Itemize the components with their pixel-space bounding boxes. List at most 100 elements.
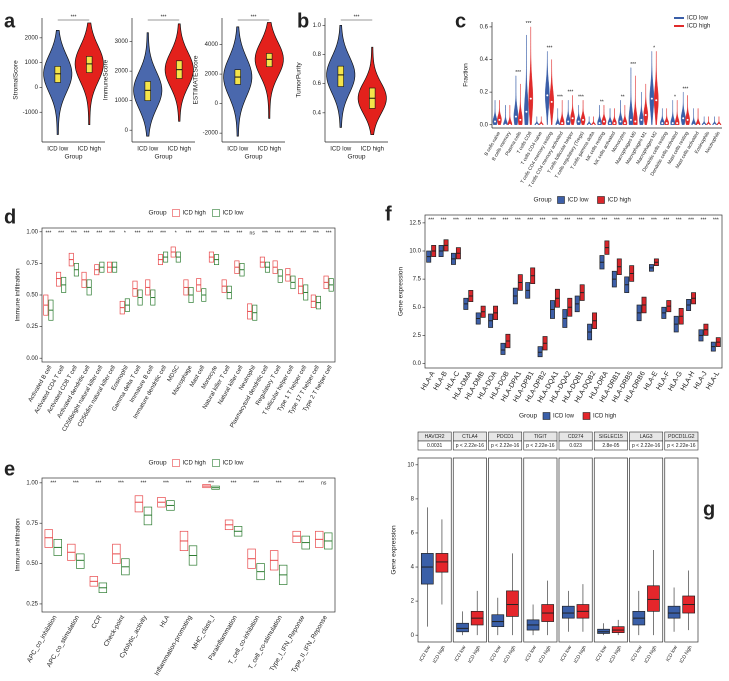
violin xyxy=(254,22,284,119)
violin xyxy=(691,108,696,125)
sig-label: *** xyxy=(626,217,632,223)
violin xyxy=(545,51,550,125)
y-tick-label: 0.50 xyxy=(26,561,38,567)
x-tick-label: ICD high xyxy=(78,147,101,153)
facet-border xyxy=(664,457,699,643)
x-tick-label: HLA xyxy=(159,614,172,629)
sig-label: * xyxy=(653,46,655,52)
facet-title: PDCD1 xyxy=(497,434,514,440)
median-dot xyxy=(498,118,501,121)
x-tick-label: ICD high xyxy=(168,147,191,153)
y-axis-label: TumorPurity xyxy=(296,62,303,98)
x-tick-label: ICD high xyxy=(643,644,658,664)
box xyxy=(420,553,434,585)
sig-label: *** xyxy=(552,217,558,223)
sig-label: *** xyxy=(141,480,147,486)
legend-label: ICD high xyxy=(687,24,710,30)
box xyxy=(337,65,344,87)
median-dot xyxy=(676,122,679,125)
x-axis-label: Group xyxy=(64,154,82,161)
y-tick-label: 0 xyxy=(35,85,39,91)
y-tick-label: 0.25 xyxy=(26,324,38,330)
p-value: 2.8e-05 xyxy=(602,443,619,449)
sig-label: * xyxy=(674,95,676,101)
p-strip xyxy=(452,440,487,451)
y-tick-label: 0.0 xyxy=(480,122,489,128)
sig-label: *** xyxy=(253,480,259,486)
p-strip xyxy=(664,440,699,451)
legend-label: ICD low xyxy=(568,198,590,204)
violin xyxy=(618,100,623,125)
median-dot xyxy=(665,122,668,125)
legend-swatch xyxy=(212,209,220,217)
sig-label: *** xyxy=(160,230,166,236)
p-strip xyxy=(593,440,628,451)
sig-label: *** xyxy=(118,480,124,486)
sig-label: *** xyxy=(84,230,90,236)
facet-border xyxy=(558,457,593,643)
p-strip xyxy=(417,440,452,451)
legend-swatch xyxy=(557,196,565,204)
p-strip xyxy=(523,440,558,451)
box xyxy=(537,346,543,358)
y-tick-label: 8 xyxy=(411,496,415,502)
median-dot xyxy=(504,123,507,126)
violin xyxy=(586,116,592,125)
y-tick-label: 0.6 xyxy=(313,81,322,87)
y-tick-label: 4 xyxy=(411,565,415,571)
sig-label: *** xyxy=(208,480,214,486)
median-dot xyxy=(623,122,626,125)
median-dot xyxy=(582,118,585,121)
x-tick-label: ICD high xyxy=(467,644,482,664)
y-tick-label: 10 xyxy=(407,462,414,468)
sig-label: *** xyxy=(557,95,563,101)
median-dot xyxy=(567,120,570,123)
violin xyxy=(706,116,711,125)
sig-label: ** xyxy=(621,95,625,101)
sig-label: *** xyxy=(298,480,304,486)
median-dot xyxy=(650,97,653,100)
y-tick-label: 6 xyxy=(411,531,415,537)
violin xyxy=(538,116,544,125)
median-dot xyxy=(546,94,549,97)
violin xyxy=(680,91,686,125)
box xyxy=(143,506,153,526)
x-tick-label: MHC_class_I xyxy=(191,614,216,651)
box xyxy=(647,585,660,612)
sig-label: * xyxy=(175,230,177,236)
median-dot xyxy=(661,122,664,125)
legend-label: ICD high xyxy=(608,198,631,204)
facet-title: SIGLEC15 xyxy=(599,434,623,440)
y-axis-label: ESTIMATEScore xyxy=(193,55,200,104)
p-strip xyxy=(558,440,593,451)
violin xyxy=(580,100,586,125)
sig-label: ns xyxy=(321,480,327,486)
median-dot xyxy=(629,118,632,121)
facet-border xyxy=(629,457,664,643)
box xyxy=(561,605,575,619)
violin xyxy=(503,104,508,125)
sig-label: *** xyxy=(465,217,471,223)
median-dot xyxy=(634,120,637,123)
y-tick-label: 1.0 xyxy=(313,23,322,29)
violin xyxy=(628,67,634,125)
y-tick-label: 1000 xyxy=(25,60,39,66)
median-dot xyxy=(561,122,564,125)
median-dot xyxy=(540,123,543,126)
median-dot xyxy=(703,123,706,126)
x-tick-label: ICD high xyxy=(679,644,694,664)
sig-label: *** xyxy=(71,230,77,236)
sig-label: *** xyxy=(326,230,332,236)
median-dot xyxy=(514,115,517,118)
y-tick-label: 10.0 xyxy=(409,249,421,255)
y-tick-label: 3000 xyxy=(115,39,129,45)
violin xyxy=(518,83,523,125)
median-dot xyxy=(519,118,522,121)
p-value: 0.0031 xyxy=(427,443,443,449)
sig-label: *** xyxy=(651,217,657,223)
sig-label: *** xyxy=(713,217,719,223)
sig-label: *** xyxy=(262,230,268,236)
p-value: p < 2.22e-16 xyxy=(667,443,695,449)
sig-label: *** xyxy=(478,217,484,223)
